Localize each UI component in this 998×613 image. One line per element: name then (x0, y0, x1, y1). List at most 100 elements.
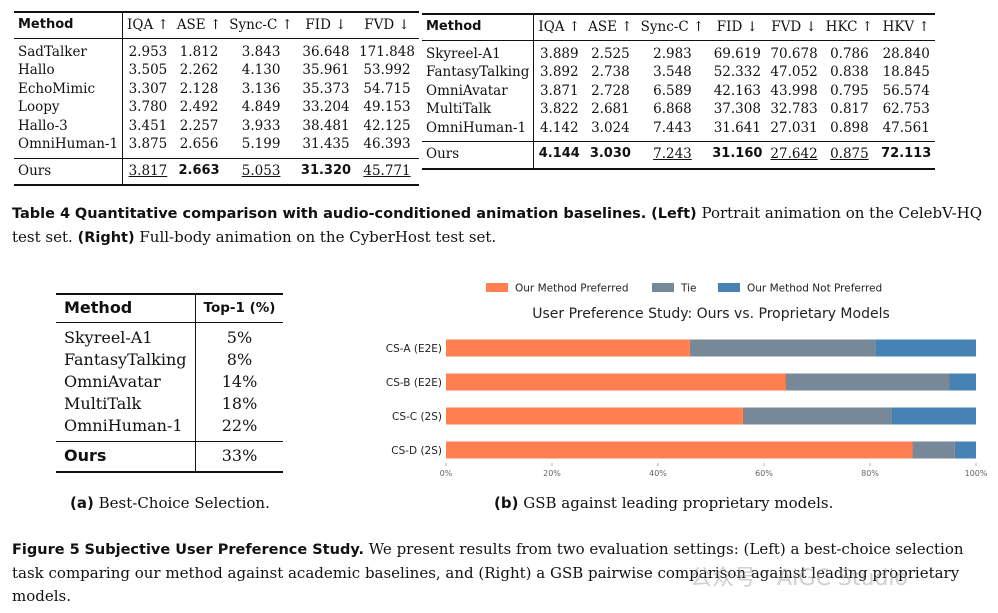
cell-value: 4.142 (539, 119, 579, 136)
cell-value: 2.492 (179, 99, 219, 115)
cell-value: 35.961 (302, 62, 350, 78)
cell-value: 8% (226, 350, 253, 369)
cell-value: 42.125 (363, 117, 411, 134)
table-row-ours: Ours 33% (56, 441, 284, 473)
row-method: OmniAvatar (422, 81, 535, 100)
cell-value: 3.822 (539, 101, 579, 117)
column-header: FVD ↓ (355, 11, 419, 39)
preference-chart: Our Method Preferred Tie Our Method Not Pr… (386, 283, 988, 479)
bar-segment (446, 441, 913, 459)
subcaption-b-text: GSB against leading proprietary models. (523, 494, 834, 512)
legend-swatch (486, 283, 508, 292)
cell-value: 1.812 (179, 43, 219, 60)
row-method: Skyreel-A1 (56, 322, 196, 349)
cell-value: 46.393 (363, 136, 411, 152)
cell-value: 18.845 (882, 64, 930, 80)
column-header: Top-1 (%) (195, 293, 284, 323)
cell-value: 3.780 (128, 99, 168, 115)
column-header: IQA ↑ (122, 11, 173, 39)
subcaption-a-text: Best-Choice Selection. (98, 494, 270, 512)
subcaption-a-label: (a) (70, 494, 94, 512)
table-row: OmniHuman-1 4.142 3.024 7.443 31.641 27.031 0.… (422, 118, 935, 142)
cell-value: 3.136 (241, 80, 281, 97)
cell-value: 2.663 (172, 157, 226, 186)
column-header: Method (14, 11, 124, 39)
table-row: MultiTalk 18% (56, 393, 283, 415)
bar-segment (446, 407, 743, 425)
column-header: IQA ↑ (533, 13, 585, 41)
table-row: EchoMimic 3.307 2.128 3.136 35.373 54.715 (14, 79, 419, 98)
subcaption-b: (b) GSB against leading proprietary mode… (494, 494, 833, 512)
bar-segment (954, 441, 976, 459)
cell-value: 2.262 (179, 62, 219, 78)
cell-value: 3.548 (653, 64, 692, 80)
table4-title: Quantitative comparison with audio-condi… (74, 206, 647, 222)
row-method: OmniHuman-1 (422, 118, 535, 142)
table-header-row: Method Top-1 (%) (56, 293, 284, 323)
cell-value: 6.589 (653, 82, 692, 99)
cell-value: 3.307 (128, 80, 168, 97)
bar-segment (785, 373, 950, 391)
cell-value: 3.871 (539, 82, 579, 99)
row-method: Ours (14, 157, 124, 186)
x-tick-label: 40% (649, 469, 667, 478)
cell-value: 3.451 (128, 117, 168, 134)
cell-value: 3.024 (591, 119, 630, 136)
cell-value: 4.130 (241, 62, 281, 78)
bar-segment (912, 441, 955, 459)
legend-label: Our Method Not Preferred (747, 283, 882, 295)
table4-left-text: Portrait animation on the CelebV-HQ test… (12, 204, 983, 246)
table-row: OmniAvatar 3.871 2.728 6.589 42.163 43.998 0.7… (422, 81, 935, 100)
bar-segment (875, 339, 976, 357)
cell-value: 31.641 (713, 119, 761, 136)
cell-value: 3.505 (128, 62, 168, 78)
column-header: FVD ↓ (766, 13, 822, 41)
table-best-choice: Method Top-1 (%) Skyreel-A1 5% FantasyTalki… (56, 293, 284, 473)
cell-value: 35.373 (302, 80, 350, 97)
cell-value: 27.642 (766, 141, 822, 170)
cell-value: 3.843 (241, 43, 281, 60)
column-header: FID ↓ (708, 13, 767, 41)
cell-value: 18% (221, 394, 258, 413)
column-header: Method (422, 13, 535, 41)
cell-value: 5.053 (225, 157, 297, 186)
row-method: Loopy (14, 98, 124, 117)
column-header: Sync-C ↑ (225, 11, 297, 39)
cell-value: 2.738 (591, 64, 630, 80)
table4-left-tag: (Left) (651, 206, 697, 222)
cell-value: 7.443 (653, 119, 692, 136)
column-header: ASE ↑ (172, 11, 226, 39)
row-method: Ours (422, 141, 535, 170)
column-header: HKV ↑ (877, 13, 936, 41)
cell-value: 33.204 (302, 99, 350, 115)
cell-value: 2.728 (591, 82, 630, 99)
row-method: MultiTalk (422, 100, 535, 119)
cell-value: 31.320 (296, 157, 356, 186)
row-method: OmniHuman-1 (56, 415, 196, 442)
cell-value: 43.998 (770, 82, 818, 99)
cell-value: 31.435 (302, 136, 350, 152)
cell-value: 3.030 (584, 141, 637, 170)
cell-value: 0.838 (830, 64, 869, 80)
table-row: OmniHuman-1 3.875 2.656 5.199 31.435 46.393 (14, 135, 419, 158)
table-row: Skyreel-A1 5% (56, 322, 283, 349)
row-method: FantasyTalking (56, 349, 196, 371)
legend-swatch (718, 283, 740, 292)
row-method: Hallo-3 (14, 116, 124, 135)
cell-value: 56.574 (882, 82, 930, 99)
cell-value: 49.153 (363, 99, 411, 115)
cell-value: 4.849 (241, 99, 281, 115)
legend-label: Our Method Preferred (515, 283, 629, 295)
table4-right-text: Full-body animation on the CyberHost tes… (139, 228, 497, 246)
figure5-caption: Figure 5 Subjective User Preference Stud… (12, 538, 994, 608)
row-method: SadTalker (14, 38, 124, 61)
cell-value: 32.783 (770, 101, 818, 117)
cell-value: 7.243 (636, 141, 709, 170)
legend-label: Tie (680, 283, 696, 295)
table-header-row: Method IQA ↑ ASE ↑ Sync-C ↑ FID ↓ FVD ↓ HKC ↑ H… (422, 13, 936, 41)
cell-value: 62.753 (882, 101, 930, 117)
table-header-row: Method IQA ↑ ASE ↑ Sync-C ↑ FID ↓ FVD ↓ (14, 11, 419, 39)
table-row: OmniHuman-1 22% (56, 415, 283, 442)
subcaption-a: (a) Best-Choice Selection. (70, 494, 270, 512)
cell-value: 0.817 (830, 101, 869, 117)
